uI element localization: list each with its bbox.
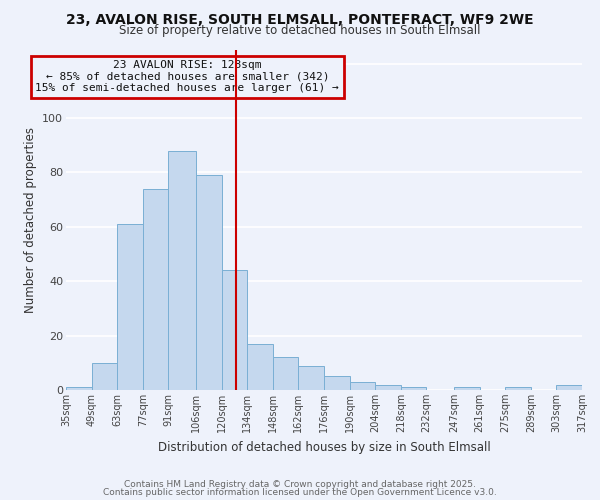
Bar	[92, 363, 117, 390]
Bar	[454, 388, 479, 390]
Text: Contains HM Land Registry data © Crown copyright and database right 2025.: Contains HM Land Registry data © Crown c…	[124, 480, 476, 489]
Text: 23, AVALON RISE, SOUTH ELMSALL, PONTEFRACT, WF9 2WE: 23, AVALON RISE, SOUTH ELMSALL, PONTEFRA…	[66, 12, 534, 26]
Bar	[401, 388, 427, 390]
Bar	[505, 388, 531, 390]
Bar	[66, 388, 92, 390]
Bar	[221, 270, 247, 390]
Bar	[247, 344, 273, 390]
Bar	[556, 384, 582, 390]
X-axis label: Distribution of detached houses by size in South Elmsall: Distribution of detached houses by size …	[158, 440, 490, 454]
Bar	[298, 366, 324, 390]
Text: Size of property relative to detached houses in South Elmsall: Size of property relative to detached ho…	[119, 24, 481, 37]
Bar	[143, 188, 169, 390]
Text: Contains public sector information licensed under the Open Government Licence v3: Contains public sector information licen…	[103, 488, 497, 497]
Bar	[196, 175, 221, 390]
Text: 23 AVALON RISE: 128sqm
← 85% of detached houses are smaller (342)
15% of semi-de: 23 AVALON RISE: 128sqm ← 85% of detached…	[35, 60, 339, 94]
Bar	[324, 376, 350, 390]
Bar	[273, 358, 298, 390]
Bar	[350, 382, 375, 390]
Bar	[375, 384, 401, 390]
Bar	[169, 150, 196, 390]
Bar	[117, 224, 143, 390]
Y-axis label: Number of detached properties: Number of detached properties	[23, 127, 37, 313]
